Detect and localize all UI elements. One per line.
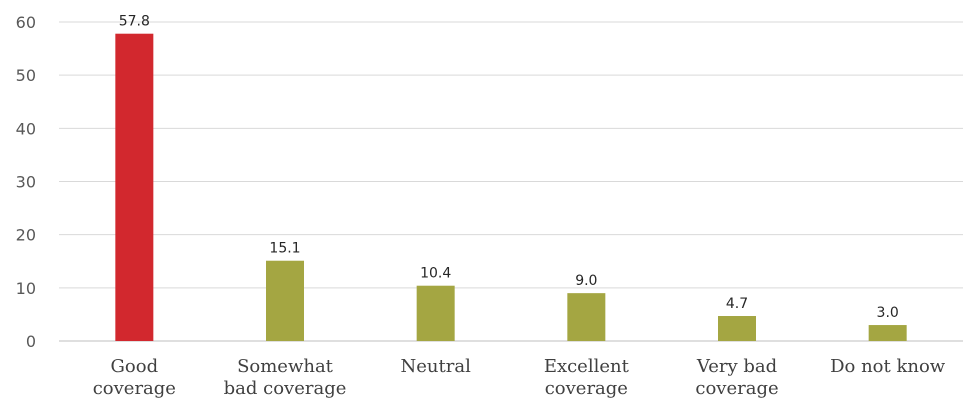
bar	[567, 293, 606, 341]
x-tick-label: Excellent	[544, 356, 630, 377]
bar	[115, 33, 154, 342]
y-tick-label: 10	[16, 279, 36, 298]
x-tick-label: Good	[111, 356, 159, 377]
y-tick-label: 50	[16, 66, 36, 85]
x-tick-label: bad coverage	[224, 378, 347, 399]
x-tick-label: Very bad	[696, 356, 777, 377]
y-tick-label: 40	[16, 119, 36, 138]
x-tick-label: coverage	[545, 378, 628, 399]
data-label: 10.4	[420, 266, 451, 282]
data-label: 15.1	[269, 241, 300, 257]
bar	[718, 316, 756, 341]
x-tick-label: coverage	[695, 378, 778, 399]
x-tick-label: Neutral	[401, 356, 472, 377]
y-tick-label: 30	[16, 173, 36, 192]
data-label: 4.7	[726, 296, 748, 312]
data-label: 57.8	[119, 14, 150, 30]
y-axis-tick-labels: 0 10 20 30 40 50 60	[16, 13, 36, 351]
x-tick-label: Do not know	[830, 356, 946, 377]
x-tick-label: Somewhat	[237, 356, 334, 377]
bar	[416, 285, 455, 341]
bars	[115, 33, 907, 342]
y-tick-label: 60	[16, 13, 36, 32]
data-label: 3.0	[877, 305, 899, 321]
x-tick-label: coverage	[93, 378, 176, 399]
data-label: 9.0	[575, 273, 597, 289]
bar	[266, 260, 304, 341]
y-tick-label: 20	[16, 226, 36, 245]
bar	[868, 325, 907, 341]
grid-layer	[59, 21, 963, 342]
data-labels: 57.8 15.1 10.4 9.0 4.7 3.0	[119, 14, 899, 321]
y-tick-label: 0	[26, 332, 36, 351]
